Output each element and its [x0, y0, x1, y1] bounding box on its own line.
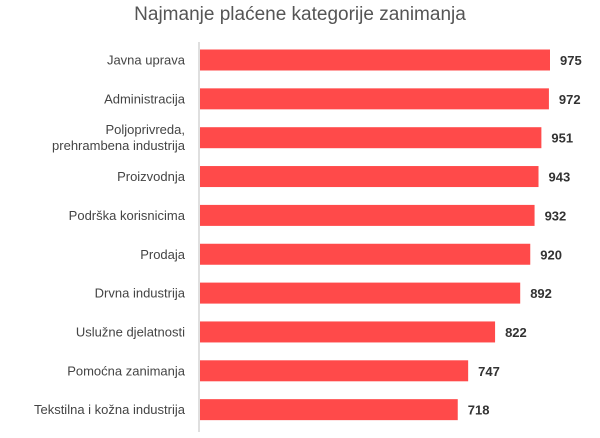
bar-5	[200, 243, 531, 265]
value-label-7: 822	[505, 325, 527, 340]
category-label-8: Pomoćna zanimanja	[67, 363, 186, 378]
bar-2	[200, 127, 542, 149]
category-label-3: Proizvodnja	[117, 169, 186, 184]
bar-1	[200, 88, 549, 110]
value-label-1: 972	[559, 92, 581, 107]
category-label-4: Podrška korisnicima	[69, 208, 186, 223]
bars-group: Javna uprava 975 Administracija 972 Poljopri…	[34, 49, 582, 421]
category-label-5: Prodaja	[140, 247, 186, 262]
category-label-6: Drvna industrija	[95, 286, 186, 301]
bar-8	[200, 360, 469, 382]
category-label-1: Administracija	[104, 91, 186, 106]
category-label-2: Poljoprivreda, prehrambena industrija	[52, 122, 186, 153]
category-label-7: Uslužne djelatnosti	[76, 324, 185, 339]
value-label-0: 975	[560, 53, 582, 68]
value-label-5: 920	[540, 247, 562, 262]
bar-4	[200, 204, 535, 226]
bar-0	[200, 49, 550, 71]
value-label-4: 932	[545, 208, 567, 223]
value-label-2: 951	[551, 131, 573, 146]
category-label-9: Tekstilna i kožna industrija	[34, 402, 186, 417]
value-label-9: 718	[468, 403, 490, 418]
bar-9	[200, 399, 458, 421]
bar-7	[200, 321, 496, 343]
chart-title: Najmanje plaćene kategorije zanimanja	[134, 4, 466, 25]
bar-6	[200, 282, 521, 304]
bar-3	[200, 166, 539, 188]
value-label-3: 943	[549, 170, 571, 185]
value-label-8: 747	[478, 364, 500, 379]
category-label-0: Javna uprava	[107, 53, 186, 68]
value-label-6: 892	[530, 286, 552, 301]
